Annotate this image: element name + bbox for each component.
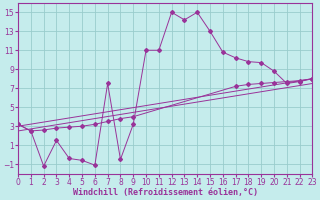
X-axis label: Windchill (Refroidissement éolien,°C): Windchill (Refroidissement éolien,°C) <box>73 188 258 197</box>
